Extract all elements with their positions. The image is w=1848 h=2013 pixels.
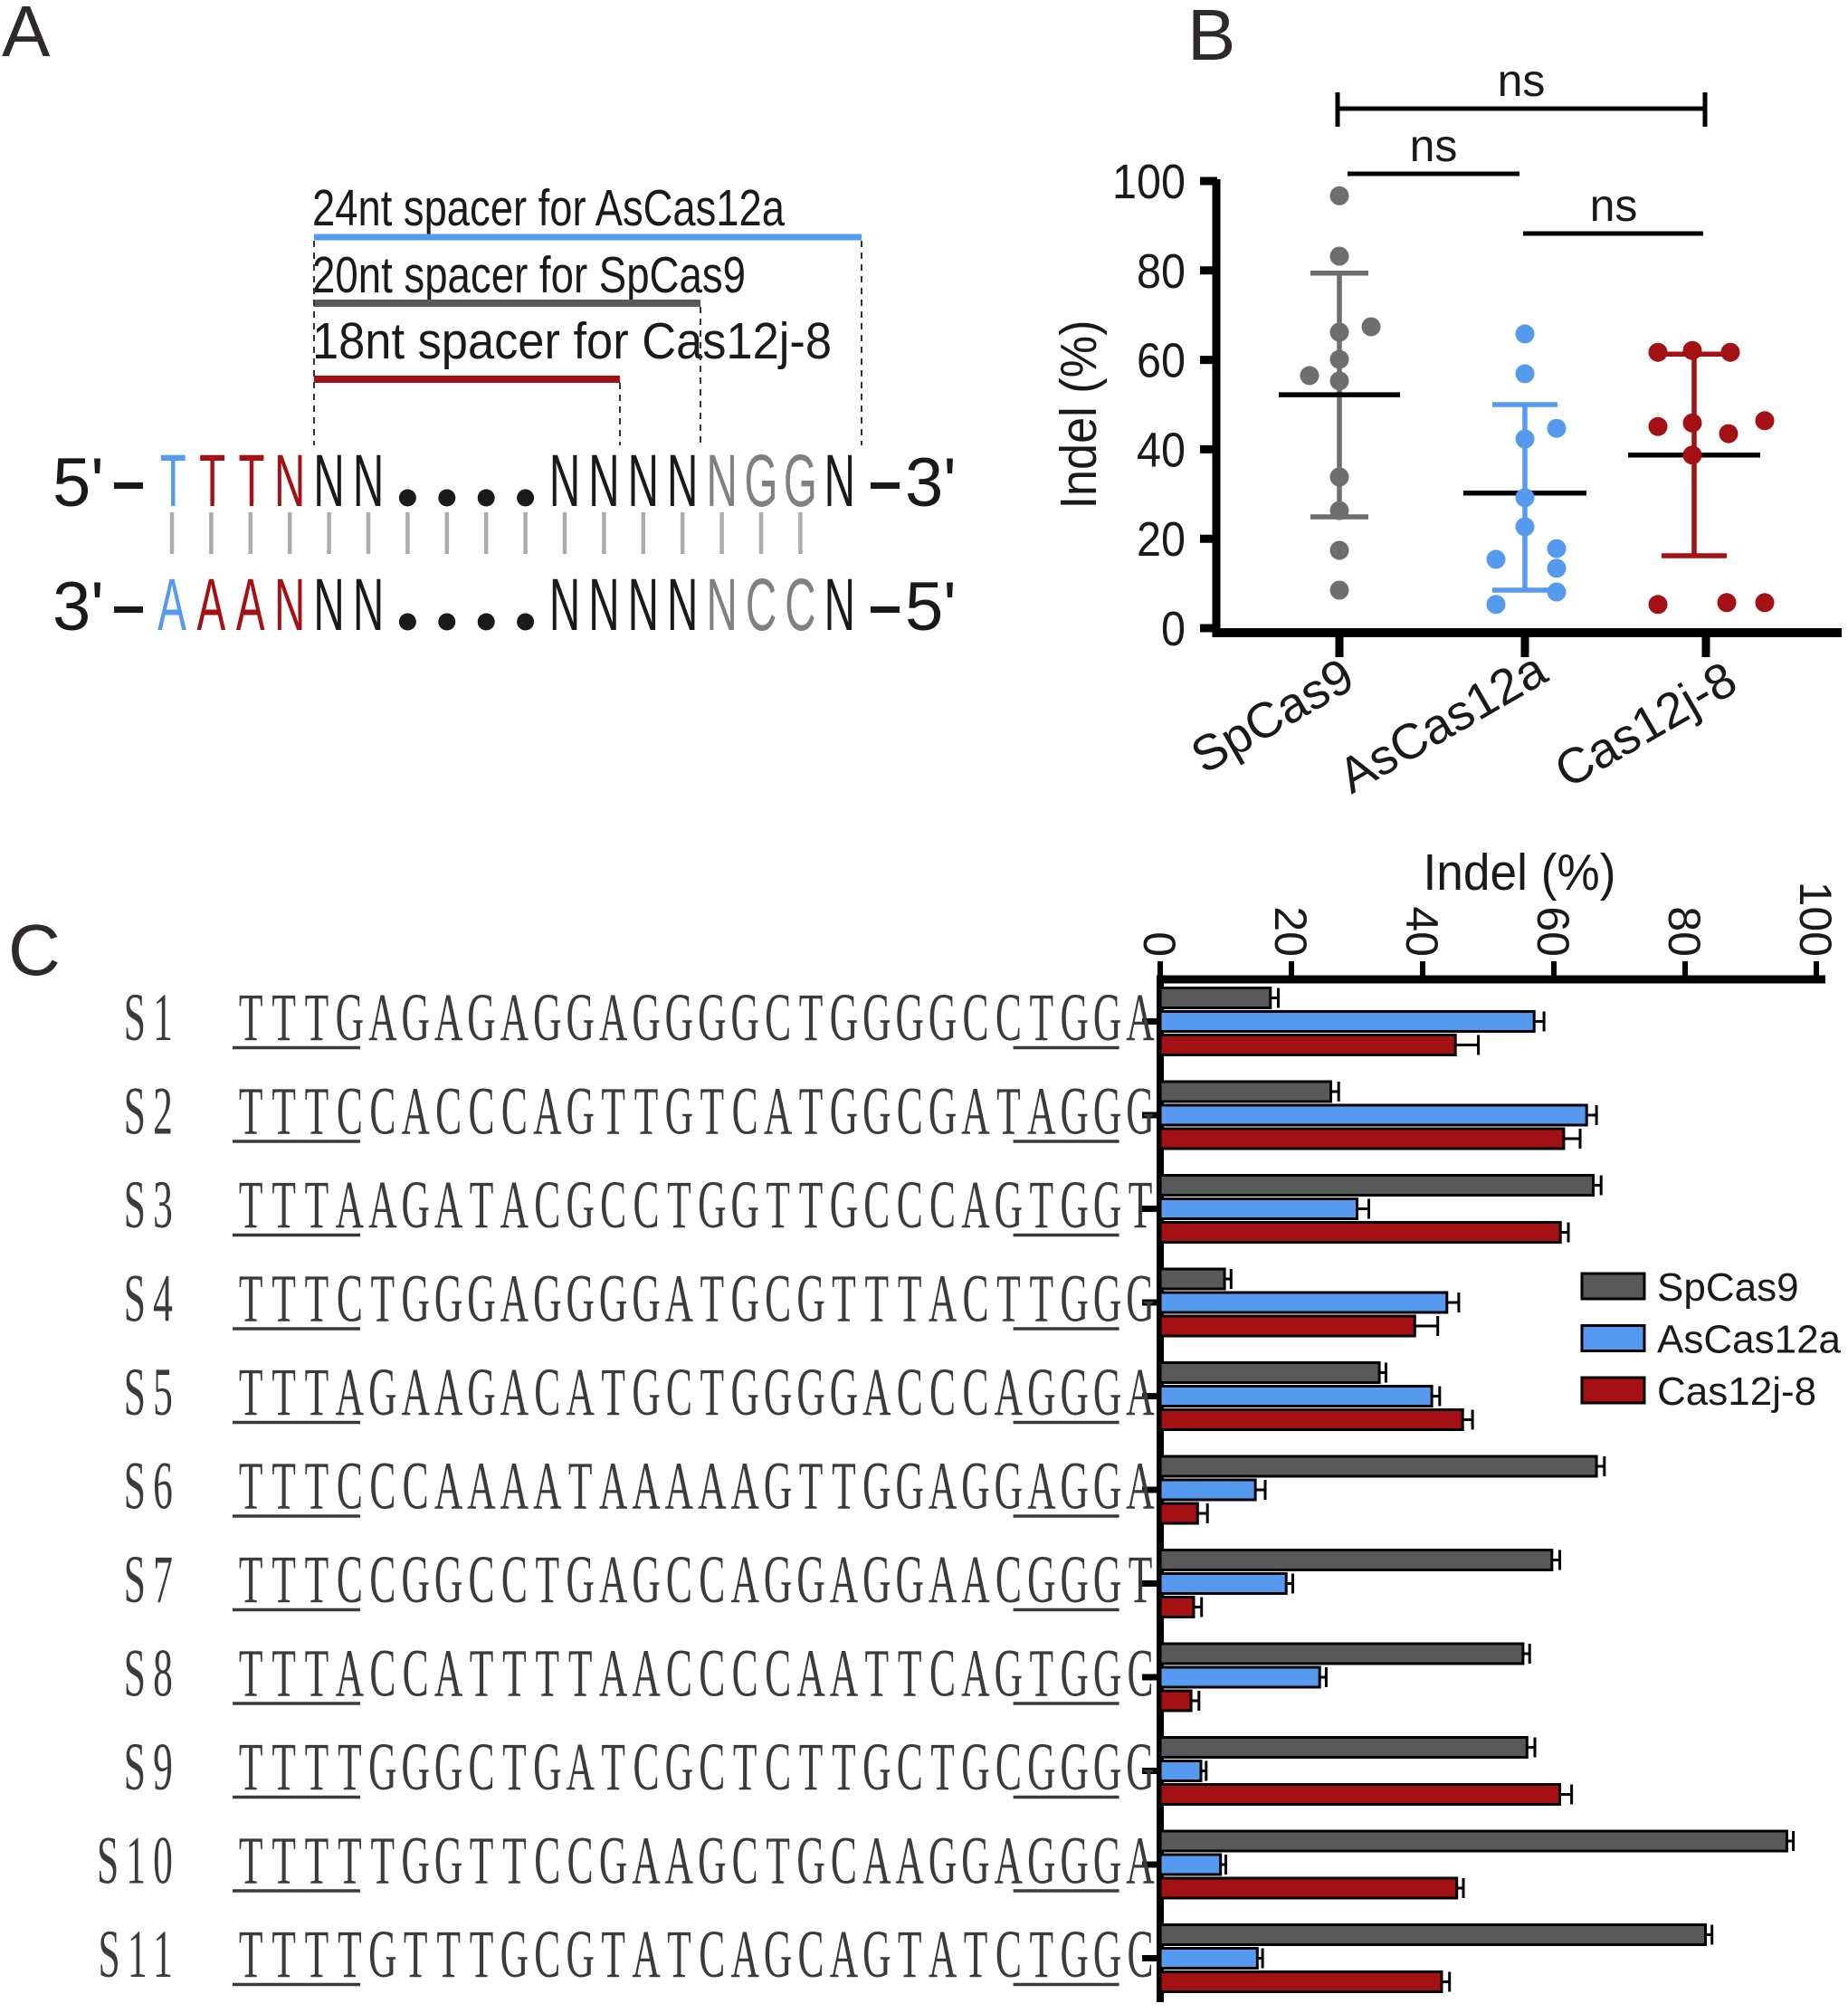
svg-text:N: N xyxy=(353,564,384,647)
svg-text:A: A xyxy=(236,564,265,647)
svg-text:S1: S1 xyxy=(124,980,180,1055)
svg-text:ns: ns xyxy=(1410,120,1458,171)
svg-text:0: 0 xyxy=(1161,602,1186,656)
svg-text:S4: S4 xyxy=(124,1261,180,1336)
svg-text:A: A xyxy=(157,564,186,647)
svg-text:N: N xyxy=(706,440,737,523)
svg-text:S5: S5 xyxy=(124,1355,180,1430)
svg-text:T: T xyxy=(199,440,225,523)
svg-text:N: N xyxy=(667,440,698,523)
svg-text:N: N xyxy=(706,564,737,647)
svg-text:S2: S2 xyxy=(124,1073,180,1149)
svg-text:T: T xyxy=(160,440,186,523)
svg-text:ns: ns xyxy=(1590,180,1638,231)
svg-text:S8: S8 xyxy=(124,1636,180,1711)
svg-text:N: N xyxy=(353,440,384,523)
svg-text:3': 3' xyxy=(905,444,957,521)
svg-text:60: 60 xyxy=(1528,906,1578,957)
svg-text:N: N xyxy=(549,564,580,647)
svg-text:N: N xyxy=(588,440,619,523)
svg-text:C: C xyxy=(785,564,815,647)
svg-text:S10: S10 xyxy=(97,1823,180,1898)
svg-text:N: N xyxy=(588,564,619,647)
svg-text:40: 40 xyxy=(1137,423,1186,477)
svg-text:5': 5' xyxy=(905,568,957,645)
svg-text:A: A xyxy=(197,564,226,647)
svg-text:N: N xyxy=(824,564,855,647)
svg-text:80: 80 xyxy=(1659,906,1710,957)
svg-text:A: A xyxy=(2,0,51,72)
svg-text:100: 100 xyxy=(1790,882,1841,957)
svg-text:Indel (%): Indel (%) xyxy=(1424,844,1616,902)
svg-text:AsCas12a: AsCas12a xyxy=(1657,1318,1842,1362)
svg-text:T: T xyxy=(239,440,265,523)
svg-text:N: N xyxy=(313,440,344,523)
svg-text:100: 100 xyxy=(1112,155,1186,209)
svg-text:0: 0 xyxy=(1134,931,1185,957)
svg-text:G: G xyxy=(744,440,777,523)
svg-text:N: N xyxy=(628,440,659,523)
svg-text:S11: S11 xyxy=(99,1917,180,1992)
svg-text:N: N xyxy=(628,564,659,647)
svg-text:5': 5' xyxy=(52,444,104,521)
svg-text:N: N xyxy=(274,564,305,647)
svg-text:N: N xyxy=(667,564,698,647)
svg-text:20: 20 xyxy=(1265,906,1316,957)
svg-text:N: N xyxy=(313,564,344,647)
svg-text:40: 40 xyxy=(1396,906,1447,957)
svg-text:80: 80 xyxy=(1137,244,1186,299)
svg-text:Cas12j-8: Cas12j-8 xyxy=(1657,1369,1816,1414)
svg-text:18nt spacer for Cas12j-8: 18nt spacer for Cas12j-8 xyxy=(312,312,832,370)
svg-text:C: C xyxy=(746,564,776,647)
svg-text:S3: S3 xyxy=(124,1168,180,1243)
svg-text:N: N xyxy=(824,440,855,523)
svg-text:S6: S6 xyxy=(124,1448,180,1523)
svg-text:20: 20 xyxy=(1137,512,1186,567)
svg-text:24nt spacer for AsCas12a: 24nt spacer for AsCas12a xyxy=(312,179,785,237)
svg-text:N: N xyxy=(549,440,580,523)
svg-text:C: C xyxy=(8,910,61,990)
svg-text:ns: ns xyxy=(1498,55,1546,106)
svg-text:SpCas9: SpCas9 xyxy=(1657,1265,1799,1310)
svg-text:B: B xyxy=(1187,0,1235,75)
svg-text:Indel (%): Indel (%) xyxy=(1050,320,1108,510)
svg-text:N: N xyxy=(274,440,305,523)
svg-text:60: 60 xyxy=(1137,334,1186,388)
svg-text:S7: S7 xyxy=(124,1542,180,1617)
svg-text:3': 3' xyxy=(52,568,104,645)
svg-text:G: G xyxy=(784,440,817,523)
svg-text:20nt spacer for SpCas9: 20nt spacer for SpCas9 xyxy=(312,246,746,304)
svg-text:S9: S9 xyxy=(124,1730,180,1805)
